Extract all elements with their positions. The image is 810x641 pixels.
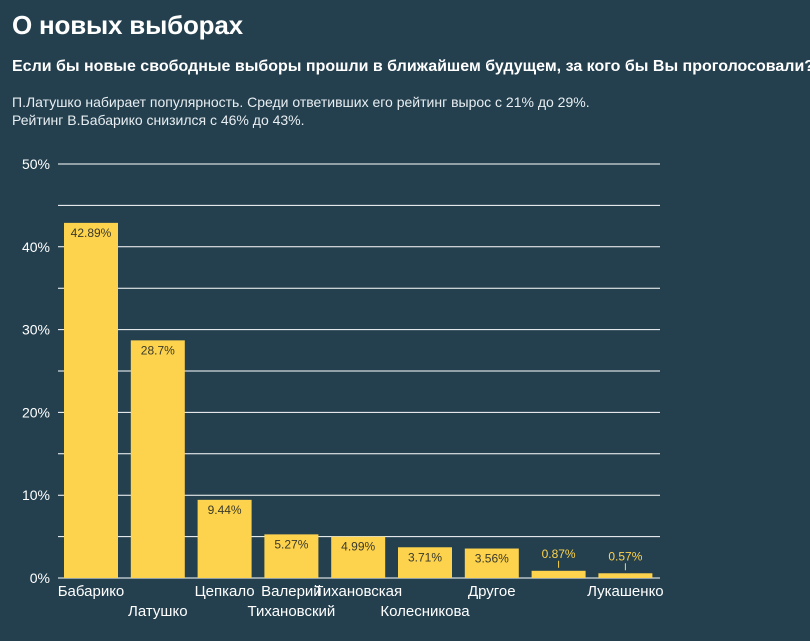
bar xyxy=(398,547,452,578)
x-category-label: Латушко xyxy=(128,603,188,620)
bar xyxy=(264,534,319,578)
x-category-label: Другое xyxy=(468,583,516,600)
x-category-label: Тихановский xyxy=(247,603,335,620)
y-tick-label: 20% xyxy=(22,404,50,420)
y-tick-label: 10% xyxy=(22,487,50,503)
y-tick-label: 40% xyxy=(22,239,50,255)
y-tick-label: 50% xyxy=(22,156,50,172)
bar xyxy=(130,340,185,578)
bar xyxy=(197,499,252,578)
x-category-label: Бабарико xyxy=(58,583,125,600)
y-tick-label: 30% xyxy=(22,322,50,338)
x-category-label: Тихановская xyxy=(314,583,402,600)
chart-question: Если бы новые свободные выборы прошли в … xyxy=(12,58,810,75)
bar xyxy=(331,536,386,578)
data-label: 0.87% xyxy=(542,547,576,561)
bar xyxy=(64,222,118,579)
x-category-label: Валерий xyxy=(261,583,322,600)
x-category-label: Лукашенко xyxy=(587,583,663,600)
bar xyxy=(598,573,653,578)
bar xyxy=(531,570,586,578)
data-label: 28.7% xyxy=(141,343,175,357)
data-label: 9.44% xyxy=(208,503,242,517)
y-tick-label: 0% xyxy=(30,570,50,586)
chart-note-line-2: Рейтинг В.Бабарико снизился с 46% до 43%… xyxy=(12,112,305,128)
x-category-label: Цепкало xyxy=(195,583,255,600)
data-label: 0.57% xyxy=(608,549,642,563)
chart-title: О новых выборах xyxy=(12,10,243,40)
bar xyxy=(464,548,519,578)
chart-note-line-1: П.Латушко набирает популярность. Среди о… xyxy=(12,94,590,110)
data-label: 4.99% xyxy=(341,540,375,554)
x-category-label: Колесникова xyxy=(380,603,470,620)
data-label: 3.56% xyxy=(475,552,509,566)
data-label: 5.27% xyxy=(274,537,308,551)
data-label: 42.89% xyxy=(71,226,112,240)
data-label: 3.71% xyxy=(408,550,442,564)
